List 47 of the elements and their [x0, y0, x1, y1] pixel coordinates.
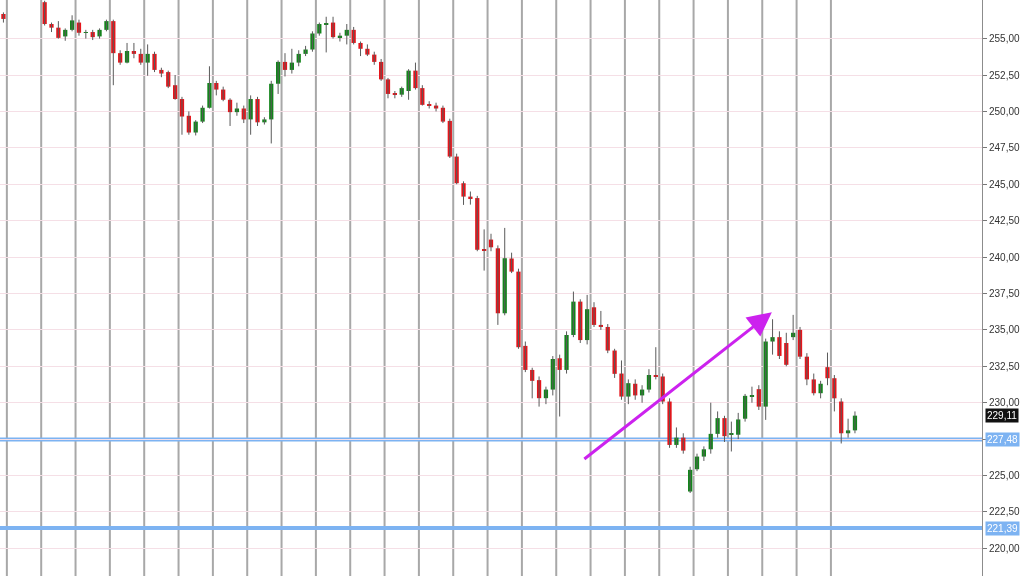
candlestick	[1, 11, 6, 24]
candlestick	[262, 116, 267, 126]
candlestick	[159, 67, 164, 78]
candlestick	[56, 20, 61, 40]
candlestick	[667, 397, 672, 449]
candlestick	[825, 352, 830, 386]
y-tick-label: 240,00	[989, 251, 1021, 263]
candlestick	[516, 268, 521, 350]
candlestick	[777, 330, 782, 360]
candlestick	[358, 41, 363, 57]
candlestick	[722, 415, 727, 443]
ref-line-label: 221,39	[987, 523, 1019, 534]
candlestick	[406, 68, 411, 101]
candlestick	[365, 43, 370, 57]
y-tick-label: 220,00	[989, 542, 1021, 554]
candlestick	[104, 19, 109, 32]
candlestick	[255, 96, 260, 127]
candlestick	[674, 426, 679, 449]
candlestick	[413, 62, 418, 91]
y-tick-label: 232,50	[989, 360, 1021, 372]
candlestick	[509, 252, 514, 274]
candlestick	[612, 348, 617, 379]
y-tick-label: 230,00	[989, 397, 1021, 409]
y-tick-label: 247,50	[989, 142, 1021, 154]
candlestick	[207, 65, 212, 109]
candlestick	[715, 410, 720, 439]
ref-line-label: 227,48	[987, 434, 1019, 445]
candlestick	[770, 318, 775, 356]
candlestick	[310, 30, 315, 53]
candlestick	[461, 180, 466, 206]
candlestick	[49, 22, 54, 33]
candlestick	[619, 359, 624, 401]
text: 229,11	[987, 410, 1018, 421]
y-tick-label: 255,00	[989, 33, 1021, 45]
y-tick-label: 245,00	[989, 178, 1021, 190]
candlestick	[200, 105, 205, 124]
y-tick-label: 237,50	[989, 287, 1021, 299]
y-tick-label: 242,50	[989, 215, 1021, 227]
y-tick-label: 250,00	[989, 105, 1021, 117]
candlestick	[564, 330, 569, 375]
candlestick	[152, 51, 157, 73]
candlestick	[818, 380, 823, 399]
candlestick	[571, 291, 576, 338]
y-tick-label: 235,00	[989, 324, 1021, 336]
y-tick-label: 252,50	[989, 69, 1021, 81]
y-tick-label: 225,00	[989, 470, 1021, 482]
y-tick-label: 222,50	[989, 506, 1021, 518]
